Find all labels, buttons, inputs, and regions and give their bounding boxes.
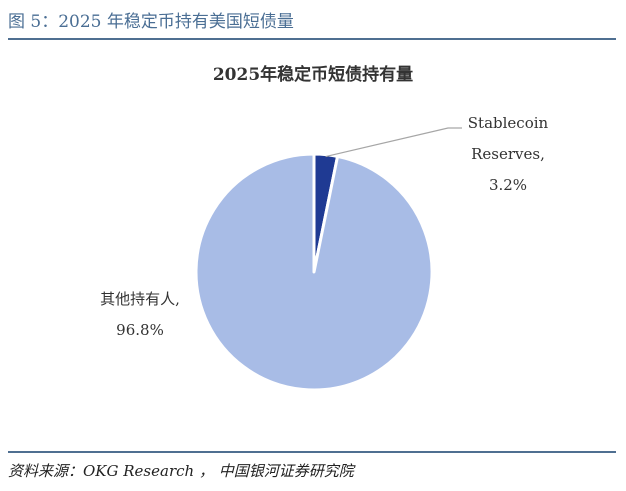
- source-note: 资料来源：OKG Research ， 中国银河证券研究院: [8, 462, 354, 480]
- pie-chart: 2025年稳定币短债持有量 Stablecoin Reserves, 3.2% 其他持…: [100, 64, 549, 392]
- top-divider: [8, 38, 616, 40]
- slice-label-2-line-2: 96.8%: [116, 321, 164, 339]
- pie-slices: [194, 152, 434, 392]
- slice-labels: Stablecoin Reserves, 3.2% 其他持有人, 96.8%: [100, 114, 548, 339]
- figure-caption: 图 5：2025 年稳定币持有美国短债量: [8, 12, 294, 32]
- leader-line-1: [325, 127, 462, 158]
- slice-label-2-line-1: 其他持有人,: [100, 290, 180, 308]
- bottom-divider: [8, 451, 616, 453]
- slice-label-1-line-2: Reserves,: [471, 145, 545, 163]
- slice-label-1-line-3: 3.2%: [489, 176, 527, 194]
- pie-slice-2: [194, 152, 434, 392]
- chart-title: 2025年稳定币短债持有量: [213, 64, 413, 85]
- slice-label-1-line-1: Stablecoin: [468, 114, 549, 132]
